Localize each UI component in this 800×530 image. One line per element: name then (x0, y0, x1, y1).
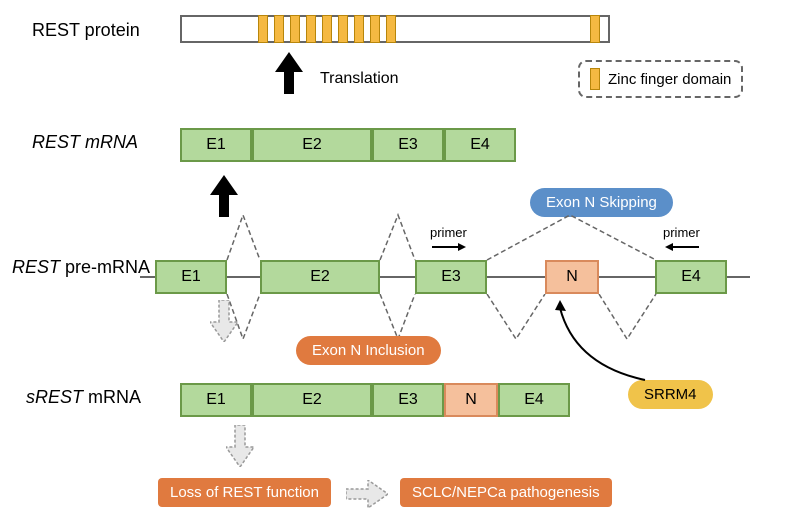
label-translation: Translation (320, 70, 399, 88)
label-rest-premrna: REST pre-mRNA (12, 257, 150, 278)
srest-exon-e3: E3 (372, 383, 444, 417)
pre-exon-n: N (545, 260, 599, 294)
arrow-translation (275, 52, 303, 94)
exon-e4: E4 (444, 128, 516, 162)
label-srest-mrna: sREST mRNA (26, 387, 141, 408)
zinc-finger-icon (274, 15, 284, 43)
srest-exon-e2: E2 (252, 383, 372, 417)
exon-e3: E3 (372, 128, 444, 162)
zinc-finger-icon (354, 15, 364, 43)
label-primer-left: primer (430, 225, 467, 240)
zinc-finger-icon (386, 15, 396, 43)
zinc-finger-icon (306, 15, 316, 43)
zinc-finger-icon (290, 15, 300, 43)
pill-exon-inclusion: Exon N Inclusion (296, 336, 441, 365)
zinc-finger-icon (322, 15, 332, 43)
primer-arrow-right (665, 242, 699, 252)
legend-zinc-finger: Zinc finger domain (578, 60, 743, 98)
zinc-finger-icon (258, 15, 268, 43)
zinc-finger-legend-icon (590, 68, 600, 90)
pre-exon-e1: E1 (155, 260, 227, 294)
arrow-loss (226, 425, 254, 467)
pre-exon-e4: E4 (655, 260, 727, 294)
label-rest-protein: REST protein (32, 20, 140, 41)
box-loss-rest: Loss of REST function (158, 478, 331, 507)
srrm4-arrow (555, 300, 675, 390)
zinc-finger-icon (590, 15, 600, 43)
splicing-diagram: REST protein REST mRNA REST pre-mRNA sRE… (0, 0, 800, 530)
label-primer-right: primer (663, 225, 700, 240)
box-pathogenesis: SCLC/NEPCa pathogenesis (400, 478, 612, 507)
pre-exon-e2: E2 (260, 260, 380, 294)
pre-exon-e3: E3 (415, 260, 487, 294)
arrow-pathogenesis (346, 480, 388, 508)
zinc-finger-icon (370, 15, 380, 43)
primer-arrow-left (432, 242, 466, 252)
exon-e1: E1 (180, 128, 252, 162)
zinc-finger-icon (338, 15, 348, 43)
arrow-splice-srest (210, 300, 238, 342)
label-rest-mrna: REST mRNA (32, 132, 138, 153)
srest-exon-e4: E4 (498, 383, 570, 417)
exon-e2: E2 (252, 128, 372, 162)
srest-exon-n: N (444, 383, 498, 417)
srest-exon-e1: E1 (180, 383, 252, 417)
legend-text: Zinc finger domain (608, 71, 731, 88)
